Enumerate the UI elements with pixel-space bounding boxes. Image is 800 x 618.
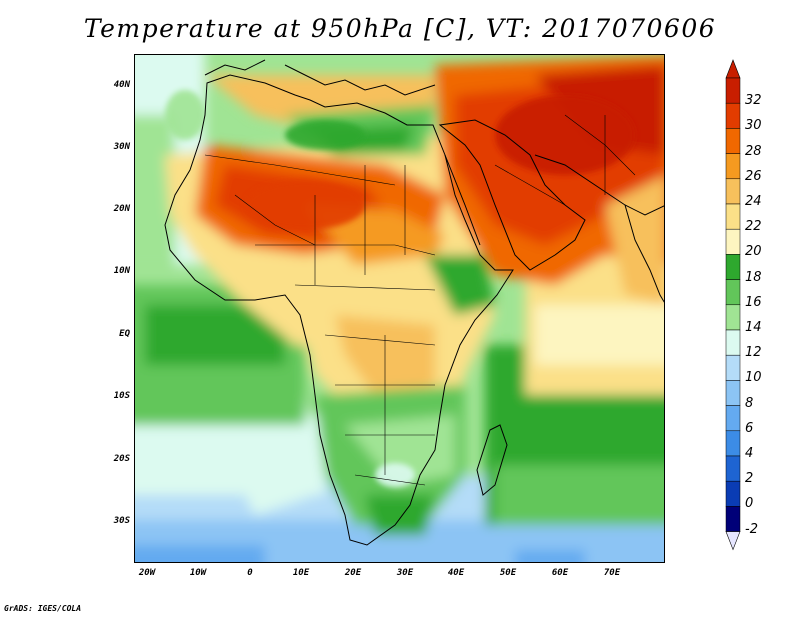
colorbar-label: -2 bbox=[745, 521, 758, 537]
colorbar-bottom-arrow bbox=[725, 531, 741, 551]
colorbar-segment bbox=[725, 480, 741, 507]
colorbar-label: 14 bbox=[745, 320, 762, 335]
lat-label-eq: EQ bbox=[119, 329, 130, 339]
colorbar-segment bbox=[725, 405, 741, 432]
lat-label-40n: 40N bbox=[113, 80, 130, 90]
lat-label-30s: 30S bbox=[113, 516, 130, 526]
colorbar-label: 6 bbox=[745, 420, 754, 436]
colorbar-label: 16 bbox=[745, 294, 762, 310]
lon-label-30e: 30E bbox=[396, 568, 414, 578]
colorbar-segment bbox=[725, 77, 741, 104]
colorbar-label: 20 bbox=[745, 244, 762, 260]
colorbar-segment bbox=[725, 430, 741, 457]
lat-label-10s: 10S bbox=[113, 391, 130, 401]
colorbar-label: 26 bbox=[745, 168, 762, 184]
colorbar-segment bbox=[725, 102, 741, 129]
lon-label-50e: 50E bbox=[499, 568, 517, 578]
colorbar-label: 12 bbox=[745, 345, 762, 361]
lon-label-20e: 20E bbox=[344, 568, 362, 578]
colorbar-label: 8 bbox=[745, 395, 754, 411]
colorbar-label: 18 bbox=[745, 269, 762, 285]
colorbar-segment bbox=[725, 153, 741, 180]
colorbar-label: 10 bbox=[745, 370, 762, 386]
colorbar-segment bbox=[725, 506, 741, 532]
lon-label-60e: 60E bbox=[551, 568, 569, 578]
colorbar-label: 22 bbox=[745, 219, 762, 235]
colorbar-label: 2 bbox=[745, 471, 754, 487]
colorbar-label: 24 bbox=[745, 194, 762, 209]
country-borders bbox=[204, 114, 636, 486]
colorbar-segment bbox=[725, 380, 741, 406]
colorbar-segment bbox=[725, 279, 741, 306]
colorbar-label: 0 bbox=[745, 496, 754, 512]
colorbar bbox=[725, 59, 741, 551]
lon-label-10w: 10W bbox=[189, 568, 207, 578]
map-canvas bbox=[135, 55, 664, 562]
colorbar-top-arrow bbox=[725, 59, 741, 79]
lat-label-20n: 20N bbox=[113, 204, 130, 214]
lon-label-10e: 10E bbox=[292, 568, 310, 578]
colorbar-segment bbox=[725, 329, 741, 356]
lon-label-0: 0 bbox=[247, 568, 253, 578]
temperature-field bbox=[135, 55, 664, 562]
coastlines bbox=[164, 59, 664, 546]
colorbar-label: 32 bbox=[745, 93, 762, 109]
colorbar-segment bbox=[725, 228, 741, 255]
chart-title: Temperature at 950hPa [C], VT: 201707060… bbox=[83, 14, 717, 43]
colorbar-label: 30 bbox=[745, 118, 762, 134]
lon-label-70e: 70E bbox=[603, 568, 621, 578]
lat-label-10n: 10N bbox=[113, 266, 130, 276]
colorbar-label: 4 bbox=[745, 446, 754, 461]
lon-label-40e: 40E bbox=[447, 568, 465, 578]
colorbar-segment bbox=[725, 455, 741, 482]
colorbar-segment bbox=[725, 254, 741, 280]
colorbar-segment bbox=[725, 304, 741, 331]
credit-text: GrADS: IGES/COLA bbox=[4, 604, 82, 613]
colorbar-segment bbox=[725, 178, 741, 205]
lat-label-30n: 30N bbox=[113, 142, 130, 152]
lat-label-20s: 20S bbox=[113, 454, 130, 464]
temperature-map bbox=[134, 54, 665, 563]
colorbar-label: 28 bbox=[745, 143, 762, 159]
colorbar-segment bbox=[725, 354, 741, 381]
colorbar-segment bbox=[725, 128, 741, 154]
lon-label-20w: 20W bbox=[138, 568, 156, 578]
colorbar-segment bbox=[725, 203, 741, 230]
